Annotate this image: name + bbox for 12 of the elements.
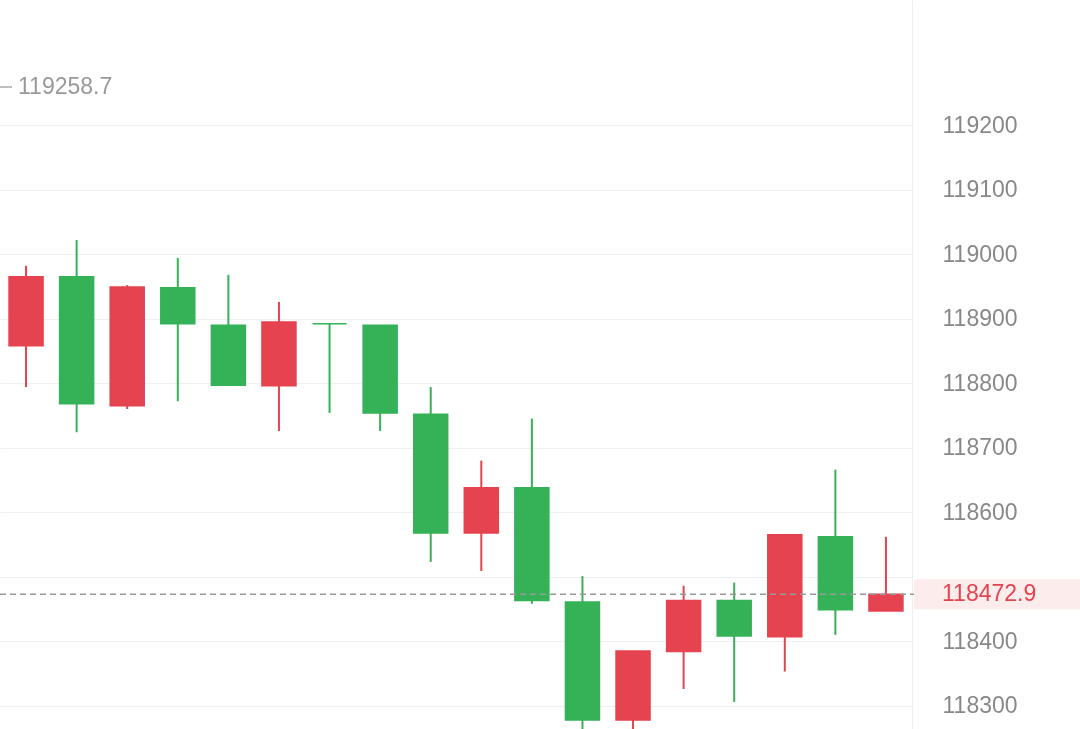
ref-line-label: 118472.9 (942, 580, 1037, 607)
y-tick-label: 118800 (942, 369, 1018, 396)
y-tick-label: 118700 (942, 434, 1018, 461)
y-tick-label: 118600 (942, 498, 1018, 525)
y-tick-label: 119100 (942, 176, 1018, 203)
y-tick-label: 118900 (942, 305, 1018, 332)
y-tick-label: 118300 (942, 692, 1018, 719)
candlestick (311, 322, 348, 414)
annotation: 119258.7 (18, 73, 113, 99)
y-tick-label: 119000 (942, 240, 1018, 267)
y-tick-label: 118400 (942, 627, 1018, 654)
y-tick-label: 119200 (942, 111, 1018, 138)
